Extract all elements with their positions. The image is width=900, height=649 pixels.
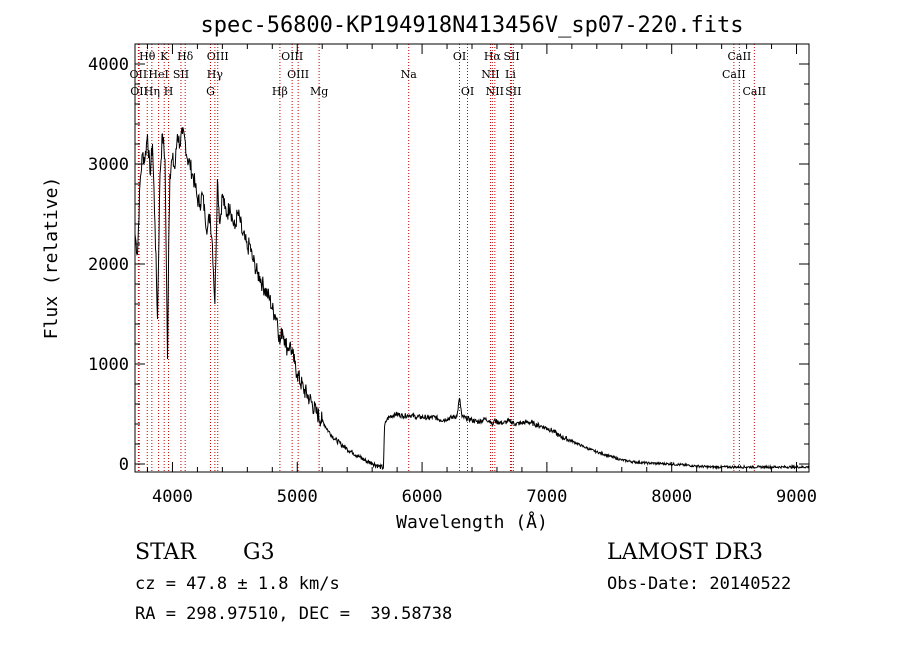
marker-label-h: H [164,85,174,98]
marker-label-oi: OI [453,50,466,63]
marker-label-caii: CaII [728,50,752,63]
plot-frame [134,43,810,473]
marker-label-sii: SII [173,68,189,81]
marker-label-hβ: Hβ [272,85,288,98]
x-tick-label: 7000 [526,487,567,507]
x-axis-label: Wavelength (Å) [396,511,548,533]
x-tick-label: 8000 [651,487,692,507]
y-tick-label: 2000 [88,255,129,275]
x-tick-label: 9000 [776,487,817,507]
marker-label-hei: HeI [148,68,168,81]
x-tick-label: 4000 [152,487,193,507]
marker-label-caii: CaII [722,68,746,81]
y-tick-label: 3000 [88,155,129,175]
marker-label-g: G [206,85,215,98]
redshift-cz: cz = 47.8 ± 1.8 km/s [135,574,340,594]
marker-label-hθ: Hθ [139,50,156,63]
marker-label-oii: OII [130,68,148,81]
subclass: G3 [243,540,275,565]
marker-label-oiii: OIII [207,50,229,63]
marker-label-li: Li [505,68,516,81]
marker-label-hγ: Hγ [207,68,224,81]
marker-label-oi: OI [461,85,474,98]
y-tick-label: 4000 [88,55,129,75]
observation-date: Obs-Date: 20140522 [607,574,792,594]
marker-label-oiii: OIII [281,50,303,63]
y-tick-label: 1000 [88,355,129,375]
marker-label-sii: SII [505,85,521,98]
spectrum-line [134,127,810,471]
marker-label-k: K [160,50,169,63]
y-axis-label: Flux (relative) [41,177,62,340]
marker-label-caii: CaII [742,85,766,98]
survey-name: LAMOST DR3 [607,540,763,565]
marker-label-hα: Hα [484,50,502,63]
marker-label-nii: NII [481,68,499,81]
marker-label-hδ: Hδ [177,50,194,63]
marker-label-sii: SII [503,50,519,63]
x-tick-label: 5000 [277,487,318,507]
marker-label-na: Na [401,68,418,81]
x-tick-label: 6000 [402,487,443,507]
chart-title: spec-56800-KP194918N413456V_sp07-220.fit… [200,13,743,38]
coordinates: RA = 298.97510, DEC = 39.58738 [135,604,453,624]
marker-label-hη: Hη [144,85,160,98]
marker-label-oiii: OIII [287,68,309,81]
x-axis: 4000 5000 6000 7000 8000 9000 [146,44,817,507]
y-axis: 0 1000 2000 3000 4000 [88,43,809,475]
spectrum-chart: spec-56800-KP194918N413456V_sp07-220.fit… [41,13,817,533]
marker-label-nii: NII [486,85,504,98]
object-class: STAR [135,540,196,565]
marker-label-mg: Mg [310,85,328,98]
y-tick-label: 0 [119,455,129,475]
